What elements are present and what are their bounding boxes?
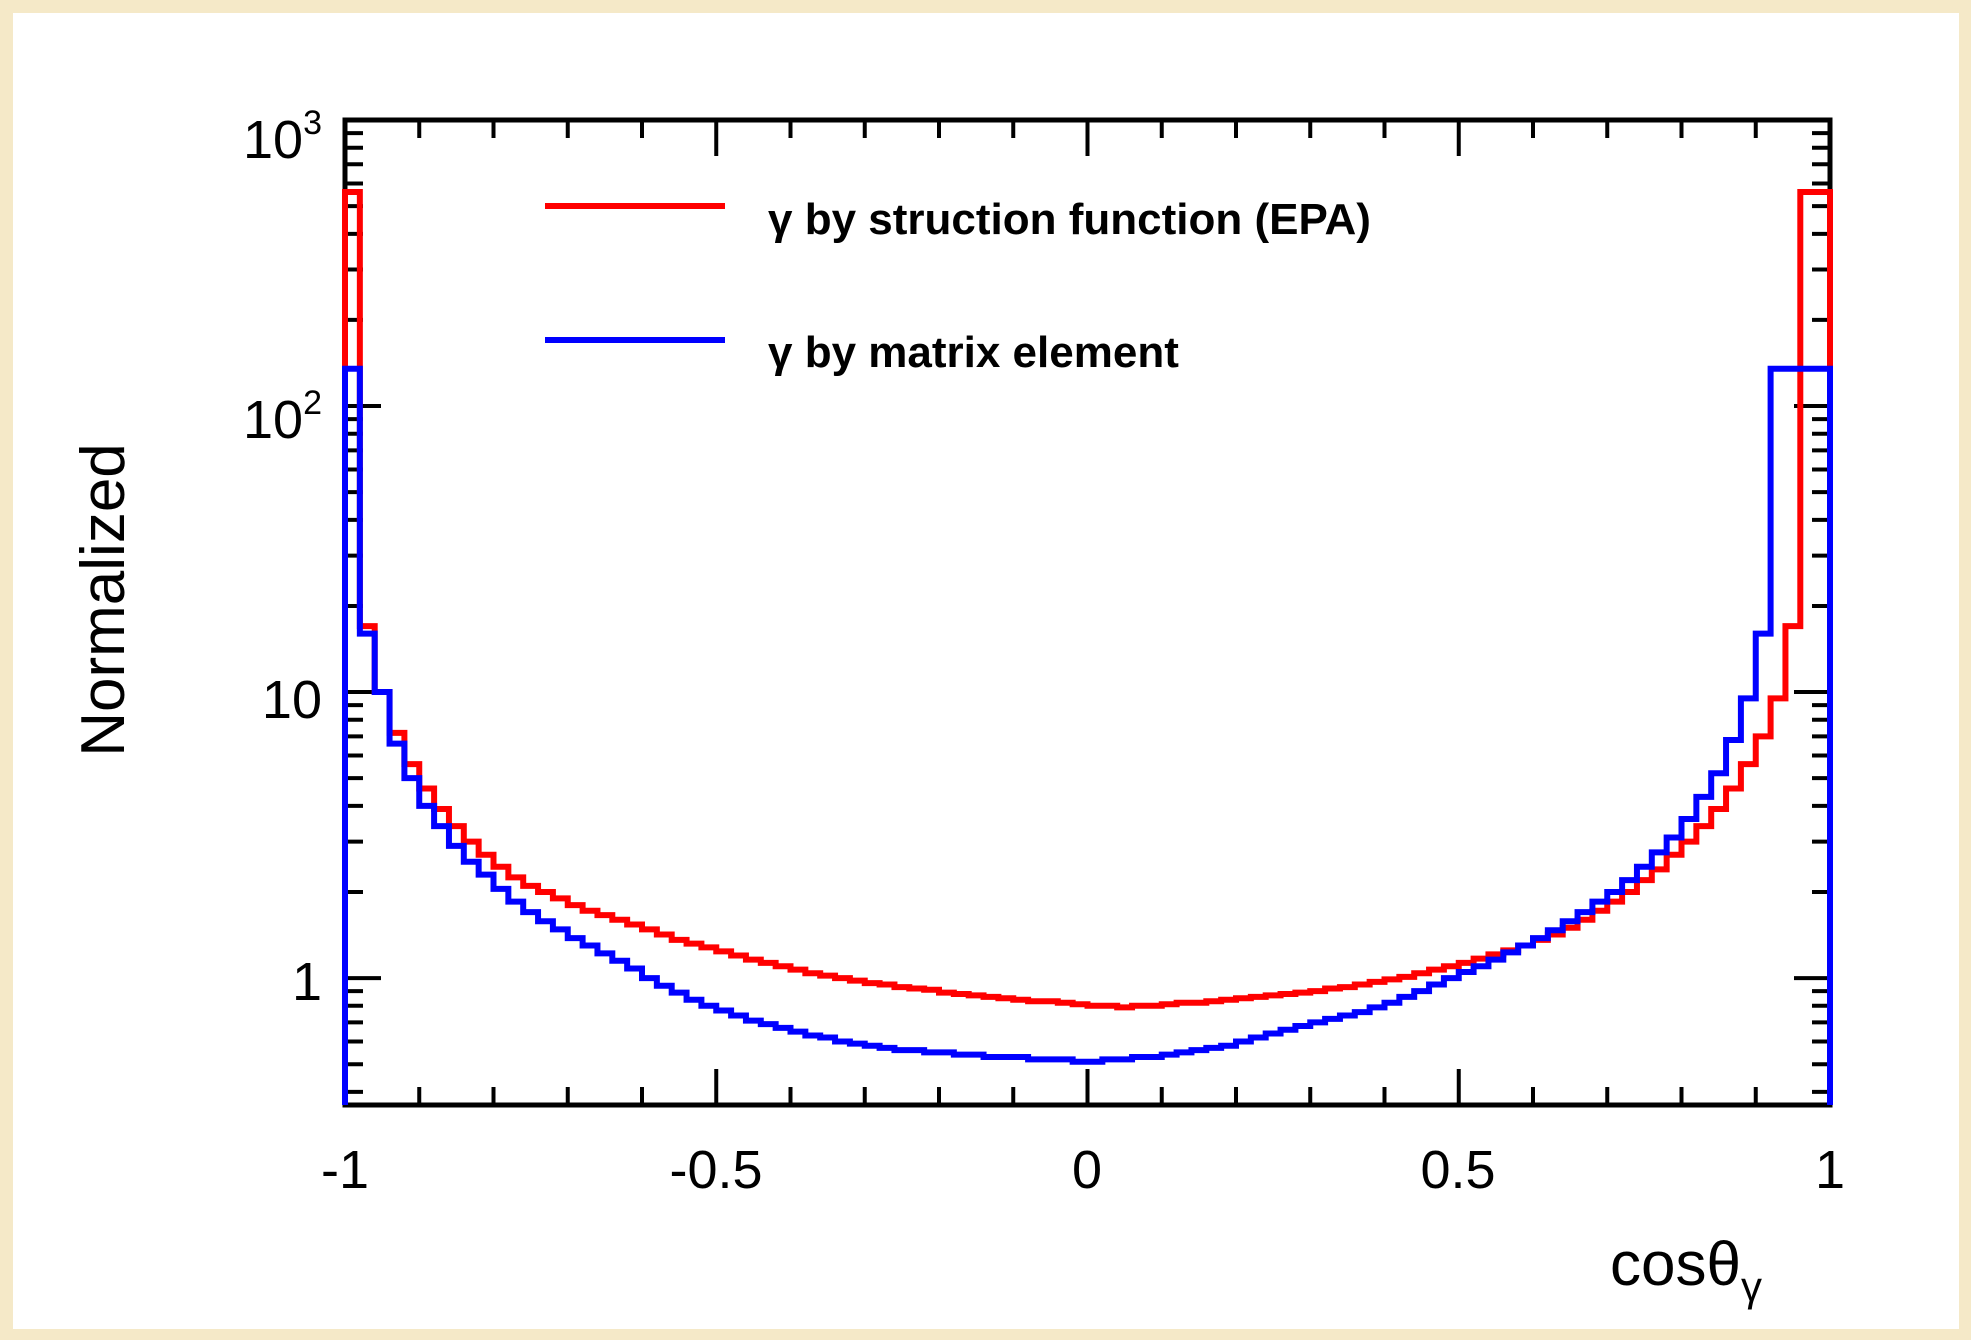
series-epa-histogram <box>342 189 1833 1105</box>
x-tick-label: -1 <box>321 1140 369 1200</box>
x-axis-title: cosθγ <box>1610 1230 1762 1310</box>
x-tick-label: 0 <box>1072 1140 1102 1200</box>
y-tick-label: 102 <box>243 384 322 450</box>
series-layer <box>342 189 1833 1105</box>
y-tick-label: 103 <box>243 104 322 170</box>
y-axis-title: Normalized <box>69 443 138 757</box>
x-tick-labels: -1 -0.5 0 0.5 1 <box>321 1140 1845 1200</box>
x-tick-label: -0.5 <box>669 1140 762 1200</box>
legend-label-matrix-element: γ by matrix element <box>768 328 1179 377</box>
legend-label-epa: γ by struction function (EPA) <box>768 195 1371 244</box>
figure-panel <box>13 13 1959 1329</box>
x-tick-label: 0.5 <box>1420 1140 1495 1200</box>
legend: γ by struction function (EPA) γ by matri… <box>545 195 1371 377</box>
series-matrix-element-histogram <box>342 365 1833 1105</box>
y-tick-labels: 1 10 102 103 <box>243 104 322 1012</box>
x-tick-label: 1 <box>1815 1140 1845 1200</box>
plot-frame <box>342 117 1833 1108</box>
y-tick-label: 1 <box>292 952 322 1012</box>
axis-ticks <box>343 118 1832 1105</box>
y-tick-label: 10 <box>262 670 322 730</box>
